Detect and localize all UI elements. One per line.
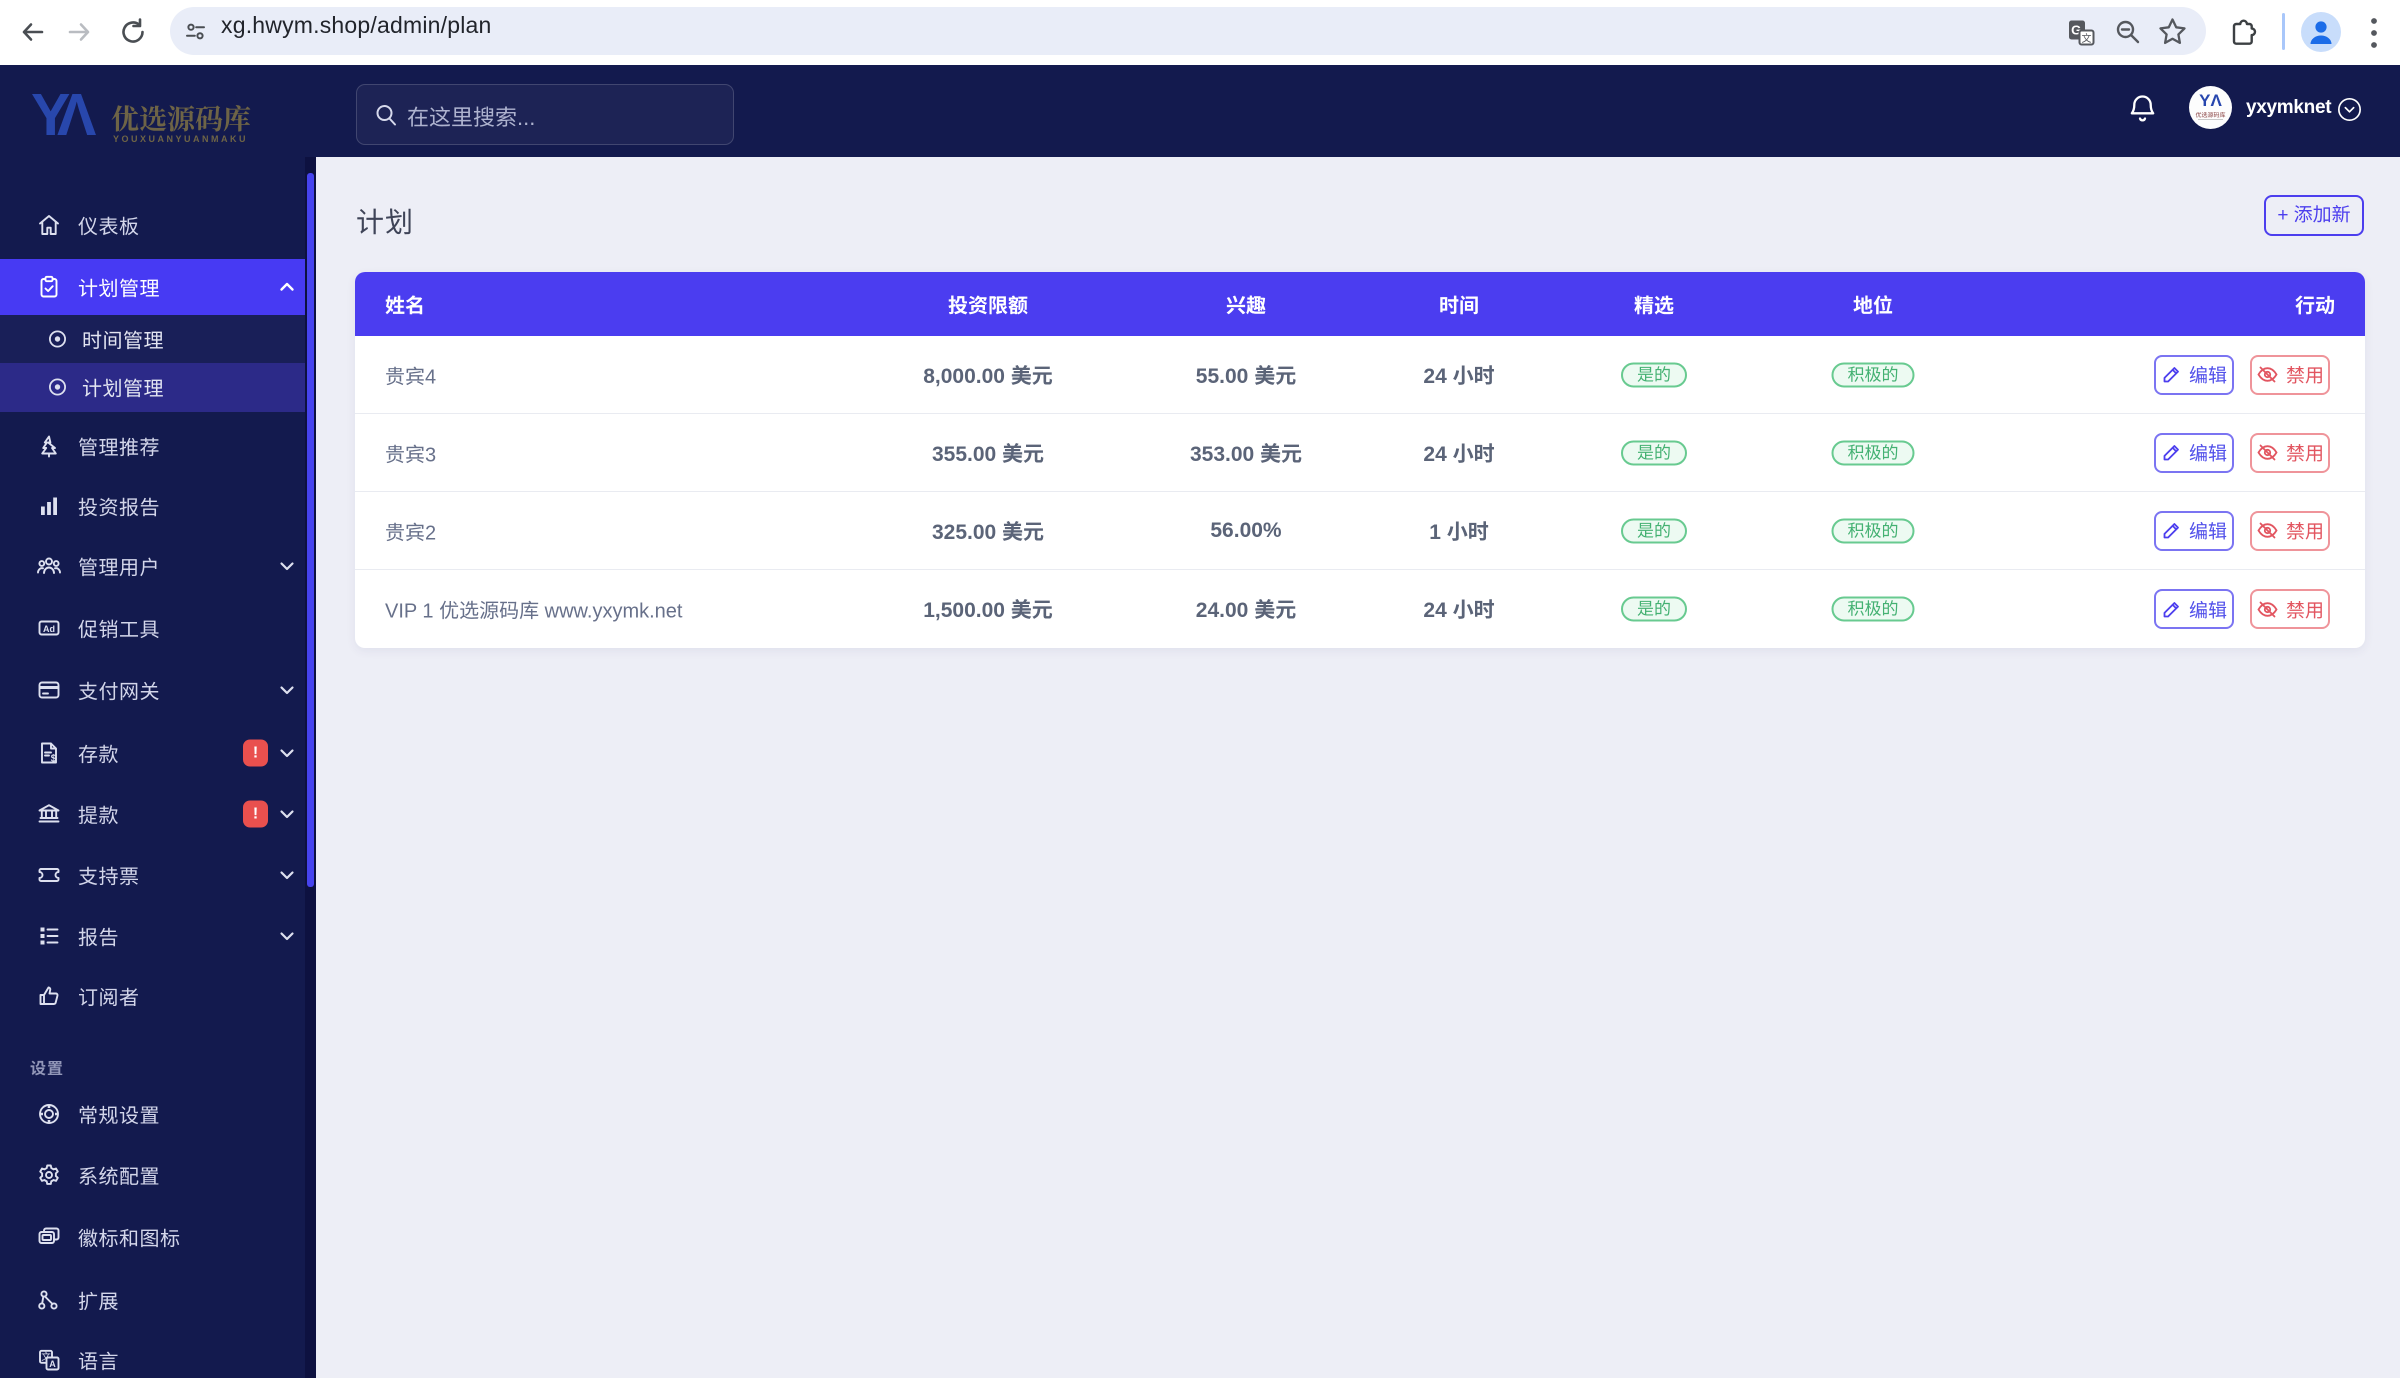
- svg-text:文: 文: [2082, 30, 2092, 45]
- svg-text:A: A: [49, 1359, 56, 1369]
- svg-text:文: 文: [41, 1349, 51, 1363]
- svg-text:G: G: [2071, 23, 2081, 38]
- svg-text:Ad: Ad: [43, 624, 55, 634]
- svg-text:$: $: [51, 754, 57, 765]
